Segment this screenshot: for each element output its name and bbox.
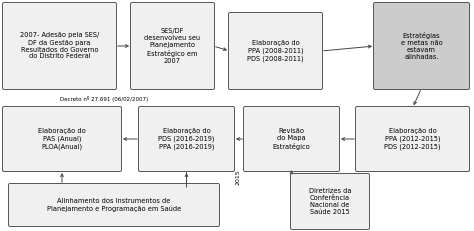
FancyBboxPatch shape xyxy=(374,3,470,89)
Text: Decreto nº 27.691 (06/02/2007): Decreto nº 27.691 (06/02/2007) xyxy=(60,96,148,102)
Text: Elaboração do
PPA (2012-2015)
PDS (2012-2015): Elaboração do PPA (2012-2015) PDS (2012-… xyxy=(384,128,441,149)
FancyBboxPatch shape xyxy=(130,3,215,89)
Text: Diretrizes da
Conferência
Nacional de
Saúde 2015: Diretrizes da Conferência Nacional de Sa… xyxy=(309,188,351,215)
FancyBboxPatch shape xyxy=(228,12,322,89)
Text: SES/DF
desenvolveu seu
Planejamento
Estratégico em
2007: SES/DF desenvolveu seu Planejamento Estr… xyxy=(145,28,201,64)
Text: Elaboração do
PPA (2008-2011)
PDS (2008-2011): Elaboração do PPA (2008-2011) PDS (2008-… xyxy=(247,40,304,61)
FancyBboxPatch shape xyxy=(356,106,470,171)
FancyBboxPatch shape xyxy=(2,106,121,171)
Text: Elaboração do
PDS (2016-2019)
PPA (2016-2019): Elaboração do PDS (2016-2019) PPA (2016-… xyxy=(158,128,215,149)
Text: 2015: 2015 xyxy=(236,169,240,185)
FancyBboxPatch shape xyxy=(2,3,117,89)
Text: 2007- Adesão pela SES/
DF da Gestão para
Resultados do Governo
do Distrito Feder: 2007- Adesão pela SES/ DF da Gestão para… xyxy=(20,33,99,60)
FancyBboxPatch shape xyxy=(244,106,339,171)
Text: Elaboração do
PAS (Anual)
PLOA(Anual): Elaboração do PAS (Anual) PLOA(Anual) xyxy=(38,128,86,149)
FancyBboxPatch shape xyxy=(9,183,219,227)
Text: Estratégias
e metas não
estavam
alinhadas.: Estratégias e metas não estavam alinhada… xyxy=(401,32,442,60)
Text: Alinhamento dos Instrumentos de
Planejamento e Programação em Saúde: Alinhamento dos Instrumentos de Planejam… xyxy=(47,198,181,212)
Text: Revisão
do Mapa
Estratégico: Revisão do Mapa Estratégico xyxy=(273,128,310,150)
FancyBboxPatch shape xyxy=(291,173,370,230)
FancyBboxPatch shape xyxy=(138,106,235,171)
